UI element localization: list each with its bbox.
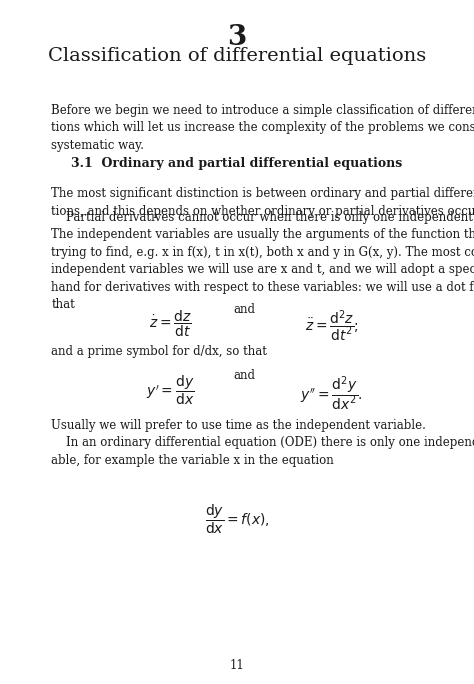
Text: $y' = \dfrac{\mathrm{d}y}{\mathrm{d}x}$: $y' = \dfrac{\mathrm{d}y}{\mathrm{d}x}$: [146, 374, 195, 408]
Text: $\dot{z} = \dfrac{\mathrm{d}z}{\mathrm{d}t}$: $\dot{z} = \dfrac{\mathrm{d}z}{\mathrm{d…: [149, 308, 192, 339]
Text: $\ddot{z} = \dfrac{\mathrm{d}^2z}{\mathrm{d}t^2};$: $\ddot{z} = \dfrac{\mathrm{d}^2z}{\mathr…: [305, 308, 359, 344]
Text: Usually we will prefer to use time as the independent variable.: Usually we will prefer to use time as th…: [51, 419, 426, 432]
Text: 3.1  Ordinary and partial differential equations: 3.1 Ordinary and partial differential eq…: [72, 157, 402, 170]
Text: Classification of differential equations: Classification of differential equations: [48, 47, 426, 64]
Text: The most significant distinction is between ordinary and partial differential eq: The most significant distinction is betw…: [51, 187, 474, 218]
Text: 11: 11: [229, 659, 245, 672]
Text: $\dfrac{\mathrm{d}y}{\mathrm{d}x} = f(x),$: $\dfrac{\mathrm{d}y}{\mathrm{d}x} = f(x)…: [205, 503, 269, 536]
Text: Before we begin we need to introduce a simple classification of differential equ: Before we begin we need to introduce a s…: [51, 104, 474, 152]
Text: and: and: [233, 303, 255, 316]
Text: and a prime symbol for d/dx, so that: and a prime symbol for d/dx, so that: [51, 345, 267, 358]
Text: In an ordinary differential equation (ODE) there is only one independent vari-
a: In an ordinary differential equation (OD…: [51, 436, 474, 467]
Text: $y'' = \dfrac{\mathrm{d}^2y}{\mathrm{d}x^2}.$: $y'' = \dfrac{\mathrm{d}^2y}{\mathrm{d}x…: [301, 374, 363, 412]
Text: and: and: [233, 369, 255, 382]
Text: 3: 3: [228, 24, 246, 51]
Text: Partial derivatives cannot occur when there is only one independent variable.
Th: Partial derivatives cannot occur when th…: [51, 211, 474, 311]
